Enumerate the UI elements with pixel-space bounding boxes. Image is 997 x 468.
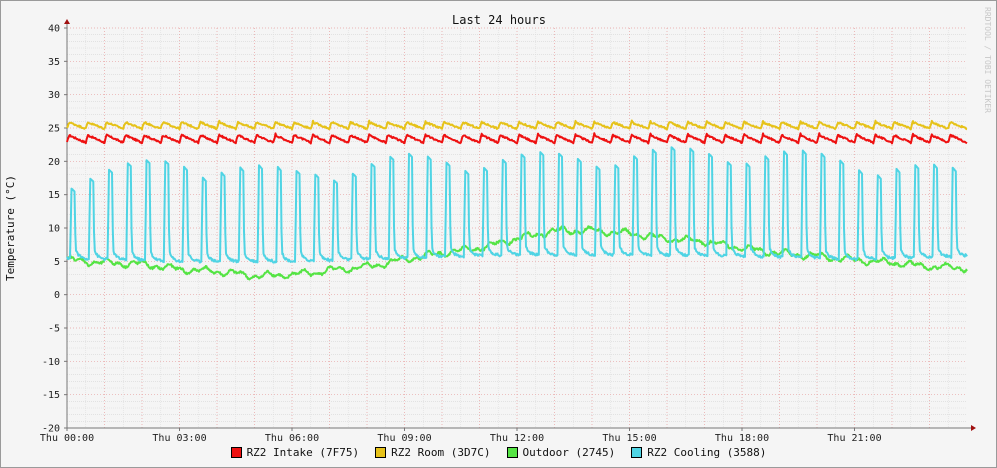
series-lines [66, 119, 968, 281]
y-axis-arrow [64, 19, 70, 24]
x-tick-labels: Thu 00:00 Thu 03:00 Thu 06:00 Thu 09:00 Thu … [40, 433, 882, 444]
y-tick-label: 20 [48, 157, 60, 168]
y-tick-labels: 40 35 30 25 20 15 10 5 0 -5 -10 -15 -20 [42, 24, 60, 435]
y-tick-label: 5 [54, 257, 60, 268]
x-axis-arrow [971, 425, 976, 431]
y-axis-label: Temperature (°C) [4, 175, 17, 281]
series-line-2 [66, 119, 968, 131]
y-tick-label: 15 [48, 190, 60, 201]
x-tick-label: Thu 18:00 [715, 433, 769, 444]
chart-legend: RZ2 Intake (7F75) RZ2 Room (3D7C) Outdoor … [0, 446, 997, 459]
series-line-1 [66, 132, 968, 145]
y-tick-label: 40 [48, 24, 60, 35]
legend-label: Outdoor (2745) [522, 446, 616, 459]
legend-item-2: RZ2 Room (3D7C) [375, 446, 491, 459]
legend-label: RZ2 Room (3D7C) [391, 446, 491, 459]
legend-item-1: RZ2 Intake (7F75) [230, 446, 360, 459]
chart-title: Last 24 hours [452, 13, 546, 27]
y-tick-label: 10 [48, 224, 60, 235]
chart-axes [64, 19, 976, 431]
y-tick-label: -5 [48, 324, 60, 335]
legend-label: RZ2 Cooling (3588) [647, 446, 767, 459]
series-line-3 [66, 225, 968, 281]
y-tick-label: 35 [48, 57, 60, 68]
legend-swatch [230, 447, 242, 458]
legend-item-4: RZ2 Cooling (3588) [631, 446, 766, 459]
x-tick-label: Thu 15:00 [602, 433, 656, 444]
y-tick-label: 25 [48, 124, 60, 135]
x-tick-label: Thu 21:00 [827, 433, 881, 444]
legend-item-3: Outdoor (2745) [506, 446, 616, 459]
legend-swatch [506, 447, 518, 458]
y-tick-label: 0 [54, 290, 60, 301]
legend-swatch [375, 447, 387, 458]
x-tick-label: Thu 09:00 [377, 433, 431, 444]
x-tick-label: Thu 12:00 [490, 433, 544, 444]
legend-label: RZ2 Intake (7F75) [246, 446, 360, 459]
y-tick-label: -10 [42, 357, 60, 368]
legend-swatch [631, 447, 643, 458]
y-tick-label: -20 [42, 424, 60, 435]
y-tick-label: 30 [48, 90, 60, 101]
x-tick-label: Thu 00:00 [40, 433, 94, 444]
x-tick-label: Thu 06:00 [265, 433, 319, 444]
x-tick-label: Thu 03:00 [152, 433, 206, 444]
series-line-4 [66, 146, 968, 264]
rrdtool-watermark: RRDTOOL / TOBI OETIKER [983, 7, 992, 113]
y-tick-label: -15 [42, 390, 60, 401]
